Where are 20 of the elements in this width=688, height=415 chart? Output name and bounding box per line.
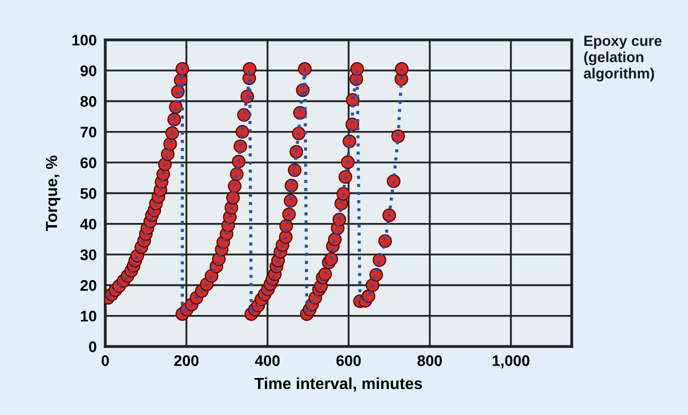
y-tick-label: 30 bbox=[80, 249, 96, 260]
y-tick-label: 70 bbox=[80, 126, 96, 138]
x-axis-title: Time interval, minutes bbox=[254, 377, 422, 392]
y-tick-label: 20 bbox=[80, 280, 96, 291]
y-tick-label: 90 bbox=[80, 65, 96, 76]
y-axis-title: Torque, % bbox=[46, 156, 60, 232]
text: Epoxy cure (gelation algorithm) bbox=[584, 36, 662, 82]
x-tick-label: 200 bbox=[174, 355, 199, 366]
y-tick-label: 0 bbox=[89, 341, 96, 352]
x-tick-label: 0 bbox=[102, 355, 109, 366]
y-tick-label: 60 bbox=[80, 157, 96, 168]
y-tick-label: 50 bbox=[80, 188, 96, 199]
y-tick-label: 40 bbox=[80, 218, 96, 230]
y-tick-label: 80 bbox=[80, 96, 96, 107]
x-tick-label: 400 bbox=[255, 355, 280, 366]
y-tick-label: 100 bbox=[72, 34, 96, 46]
x-tick-label: 1,000 bbox=[492, 355, 530, 368]
y-tick-label: 10 bbox=[80, 310, 96, 322]
x-tick-label: 600 bbox=[336, 355, 361, 366]
x-tick-label: 800 bbox=[418, 355, 442, 366]
